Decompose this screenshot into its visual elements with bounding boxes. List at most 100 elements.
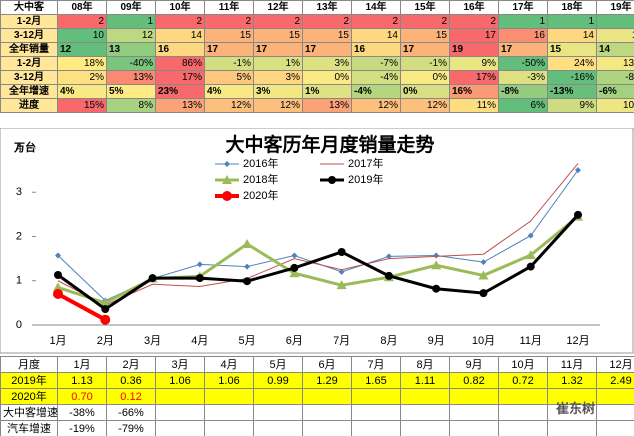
table-cell [547, 420, 597, 436]
chart-title: 大中客历年月度销量走势 [225, 133, 434, 156]
table-cell: 12% [351, 98, 401, 113]
header-cell: 17年 [498, 0, 548, 15]
table-cell [155, 420, 205, 436]
y-tick-label: 1 [16, 275, 22, 287]
table-cell: -66% [106, 404, 156, 421]
x-tick-label: 9月 [428, 335, 445, 347]
point [337, 247, 346, 256]
header-cell: 月度 [0, 356, 58, 373]
table-cell: 1.11 [400, 372, 450, 389]
point [480, 259, 487, 266]
table-cell [449, 420, 499, 436]
point [290, 263, 299, 272]
table-cell: 2020年 [0, 388, 58, 405]
table-cell: 15 [547, 42, 597, 57]
point [575, 167, 581, 174]
table-cell: -8% [498, 84, 548, 99]
table-cell: 15 [400, 28, 450, 43]
y-tick-label: 2 [16, 230, 22, 242]
table-cell: 12% [253, 98, 303, 113]
table-cell: 14 [596, 42, 634, 57]
table-cell [302, 420, 352, 436]
table-cell: 0.70 [57, 388, 107, 405]
table-cell: 15 [253, 28, 303, 43]
table-cell: -8% [596, 70, 634, 85]
table-cell: 大中客增速 [0, 404, 58, 421]
table-cell [351, 420, 401, 436]
table-cell: 13% [106, 70, 156, 85]
table-cell [351, 404, 401, 421]
table-row: 全年销量12131617171716171917151412 [0, 42, 634, 57]
table-cell: 12% [400, 98, 450, 113]
table-cell: 16 [498, 28, 548, 43]
header-cell: 11年 [204, 0, 254, 15]
table-cell: 1.65 [351, 372, 401, 389]
header-cell: 13年 [302, 0, 352, 15]
series-line [57, 163, 579, 306]
point [54, 270, 62, 279]
table-cell: 1-2月 [0, 14, 58, 29]
table-cell: 17 [449, 28, 499, 43]
table-cell: 1 [547, 14, 597, 29]
table-cell: 13% [302, 98, 352, 113]
table-cell: 5% [204, 70, 254, 85]
table-cell [596, 420, 634, 436]
table-cell: 17 [253, 42, 303, 57]
table-cell: 11% [449, 98, 499, 113]
x-tick-label: 4月 [191, 335, 208, 347]
table-cell: 3-12月 [0, 70, 58, 85]
point [195, 274, 204, 283]
point [289, 268, 300, 278]
x-tick-label: 10月 [472, 335, 495, 347]
point [431, 260, 442, 270]
x-tick-label: 12月 [566, 335, 589, 347]
table-cell: 15 [302, 28, 352, 43]
table-cell [302, 388, 352, 405]
legend-marker [224, 161, 230, 167]
table-cell [400, 388, 450, 405]
table-cell: 1 [596, 14, 634, 29]
table-cell: -16% [547, 70, 597, 85]
table-cell: 进度 [0, 98, 58, 113]
table-cell: -19% [57, 420, 107, 436]
table-cell: 17% [449, 70, 499, 85]
table-cell [498, 388, 548, 405]
table-cell: 17 [204, 42, 254, 57]
table-cell: 0% [400, 84, 450, 99]
table-cell: 全年增速 [0, 84, 58, 99]
table-cell: 2 [57, 14, 107, 29]
table-cell: 1% [253, 56, 303, 71]
legend-label: 2016年 [243, 156, 278, 170]
table-cell: 2 [155, 14, 205, 29]
point [244, 263, 251, 270]
header-cell: 12年 [253, 0, 303, 15]
table-cell: 0% [400, 70, 450, 85]
y-tick-label: 0 [16, 319, 22, 331]
header-cell: 大中客 [0, 0, 58, 15]
header-cell: 8月 [400, 356, 450, 373]
table-cell: -40% [106, 56, 156, 71]
table-cell: 0% [302, 70, 352, 85]
month-table: 月度1月2月3月4月5月6月7月8月9月10月11月12月累计2019年1.13… [0, 356, 634, 436]
table-cell: 6% [498, 98, 548, 113]
table-cell: 15 [204, 28, 254, 43]
header-cell: 6月 [302, 356, 352, 373]
point [432, 284, 441, 293]
x-tick-label: 11月 [520, 335, 542, 347]
table-cell: 1 [498, 14, 548, 29]
table-cell: 2 [302, 14, 352, 29]
y-tick-label: 4 [16, 142, 22, 154]
table-cell [596, 404, 634, 421]
table-cell: 17% [155, 70, 205, 85]
table-cell [596, 388, 634, 405]
table-cell [204, 388, 254, 405]
x-tick-label: 3月 [144, 335, 161, 347]
header-cell: 10年 [155, 0, 205, 15]
table-cell: 2 [253, 14, 303, 29]
table-cell: 14 [351, 28, 401, 43]
x-tick-label: 2月 [97, 335, 114, 347]
